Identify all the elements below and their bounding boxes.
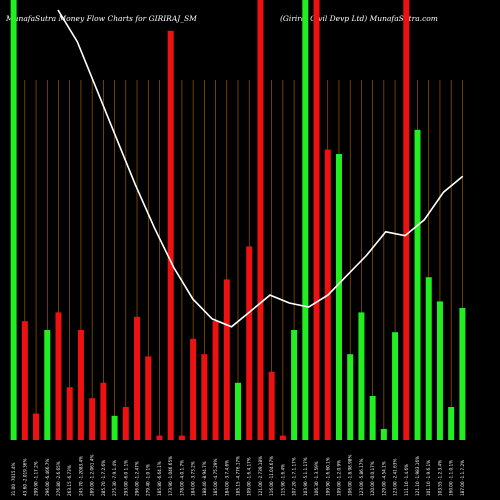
x-tick-label: 299.90 -1.17.2% [34,461,39,496]
bar-down [134,316,141,440]
bar-down [257,0,264,440]
x-tick-label: 275.30 -7.9.1.4% [112,460,117,496]
bar-up [358,312,365,440]
x-tick-label: 185.00 -4.75.29% [213,459,218,496]
x-tick-label: 285.70 -1.7.2.6% [101,460,106,496]
money-flow-line [57,9,464,328]
x-tick-label: 109.00 -1.2.0.9% [336,460,341,496]
bar-up [425,277,432,440]
x-tick-label: 31.00 -7015.4% [11,463,16,496]
chart-subtitle: (Giriraj Civil Devp Ltd) MunafaSutra.com [280,14,438,23]
bar-down [55,312,62,440]
x-tick-label: 121.10 -1.983.16% [415,456,420,496]
x-tick-label: 293.00 -6.0 1.1% [123,460,128,496]
bar-down [89,398,96,440]
x-tick-label: 178.00 -4.0.1.7% [179,460,184,496]
bar-down [201,354,208,440]
bar-down [313,0,320,440]
x-tick-label: 109.00 -1.6.4.17% [247,457,252,496]
bar-down [190,338,197,440]
x-tick-label: 245.70 -1.2083.4% [78,456,83,496]
x-tick-label: 184.00 -3.73.2% [191,461,196,496]
x-tick-label: 187.00 -1.1.7.2% [460,460,465,496]
x-tick-label: 120.00 -0.0.17% [370,461,375,496]
chart-title: MunafaSutra Money Flow Charts for GIRIRA… [6,14,197,23]
bar-up [44,330,51,440]
bars-group [10,0,466,441]
x-tick-label: 116.00 -11.04.67% [269,456,274,496]
bar-down [100,382,107,440]
x-tick-label: 199.90 -1.6.60.1% [325,457,330,496]
bar-up [448,407,455,440]
bar-up [302,0,309,440]
bar-down [66,387,73,440]
x-tick-label: 106.30 -1.3.59% [314,461,319,496]
x-tick-label: 185.80 -6.64.1% [157,461,162,496]
bar-up [347,354,354,440]
x-tick-label: 123.00 -5.86.17% [359,459,364,496]
x-tick-label: 276.80 -2.6.65% [56,461,61,496]
bar-down [223,279,230,440]
bar-down [403,0,410,440]
money-flow-line-group [57,9,464,328]
x-tick-label: 103.90 -5.1.1.17% [303,457,308,496]
x-tick-label: 160.00 -1.1.0.1% [449,460,454,496]
bar-up [335,154,342,440]
x-tick-label: 296.00 -1.2.47% [135,461,140,496]
bar-down [21,321,28,440]
x-tick-label: 121.00 -2.739.18% [258,456,263,496]
x-tick-label: 185.15 -4.776.17% [236,456,241,496]
x-tick-label: 173.90 -1.046.65% [168,456,173,496]
x-tick-label: 123.00 -2.41.63% [393,459,398,496]
x-tick-label: 115.90 -1.6.4% [280,464,285,496]
x-tick-label: 107.20 -1.7.1.17% [292,457,297,496]
bar-up [10,0,17,440]
x-tick-label: 101.10 -1.9.6.1% [426,460,431,496]
bar-up [235,382,241,440]
x-tick-label: 111.10 -1.4.6% [404,464,409,496]
bar-down [167,30,174,441]
bar-down [279,435,286,440]
bar-down [33,413,40,440]
x-tick-label: 43.60 -2.019.36% [22,459,27,496]
x-tick-label: 129.00 -4.54.1% [381,461,386,496]
bar-down [122,407,129,440]
x-tick-label: 106.00 -1.8.98.98% [348,455,353,496]
bar-down [246,246,253,440]
x-tick-label: 296.00 -6.466.7% [45,459,50,496]
bar-down [145,356,152,440]
x-tick-label: 103.55 -1.2.3.4% [437,460,442,496]
x-tick-label: 289.00 -1.2.061.4% [90,455,95,496]
bar-up [459,308,466,440]
bar-up [436,301,443,440]
x-tick-label: 263.15 -6.73% [67,465,72,496]
bar-down [178,435,185,440]
bar-down [156,435,163,440]
x-tick-label: 184.00 -3.7.4.6% [224,460,229,496]
bar-up [392,332,399,440]
bar-down [212,321,219,440]
bar-up [291,330,298,440]
bar-up [380,429,387,440]
bar-up [414,129,421,441]
bar-up [111,415,118,440]
x-tick-label: 279.40 -1.0 1% [146,464,151,496]
bar-down [77,330,84,440]
bar-down [268,371,275,440]
bar-up [369,396,376,440]
x-tick-labels: 31.00 -7015.4% 43.60 -2.019.36% 299.90 -1.… [11,455,465,496]
x-tick-label: 188.40 -8.94.7% [202,461,207,496]
